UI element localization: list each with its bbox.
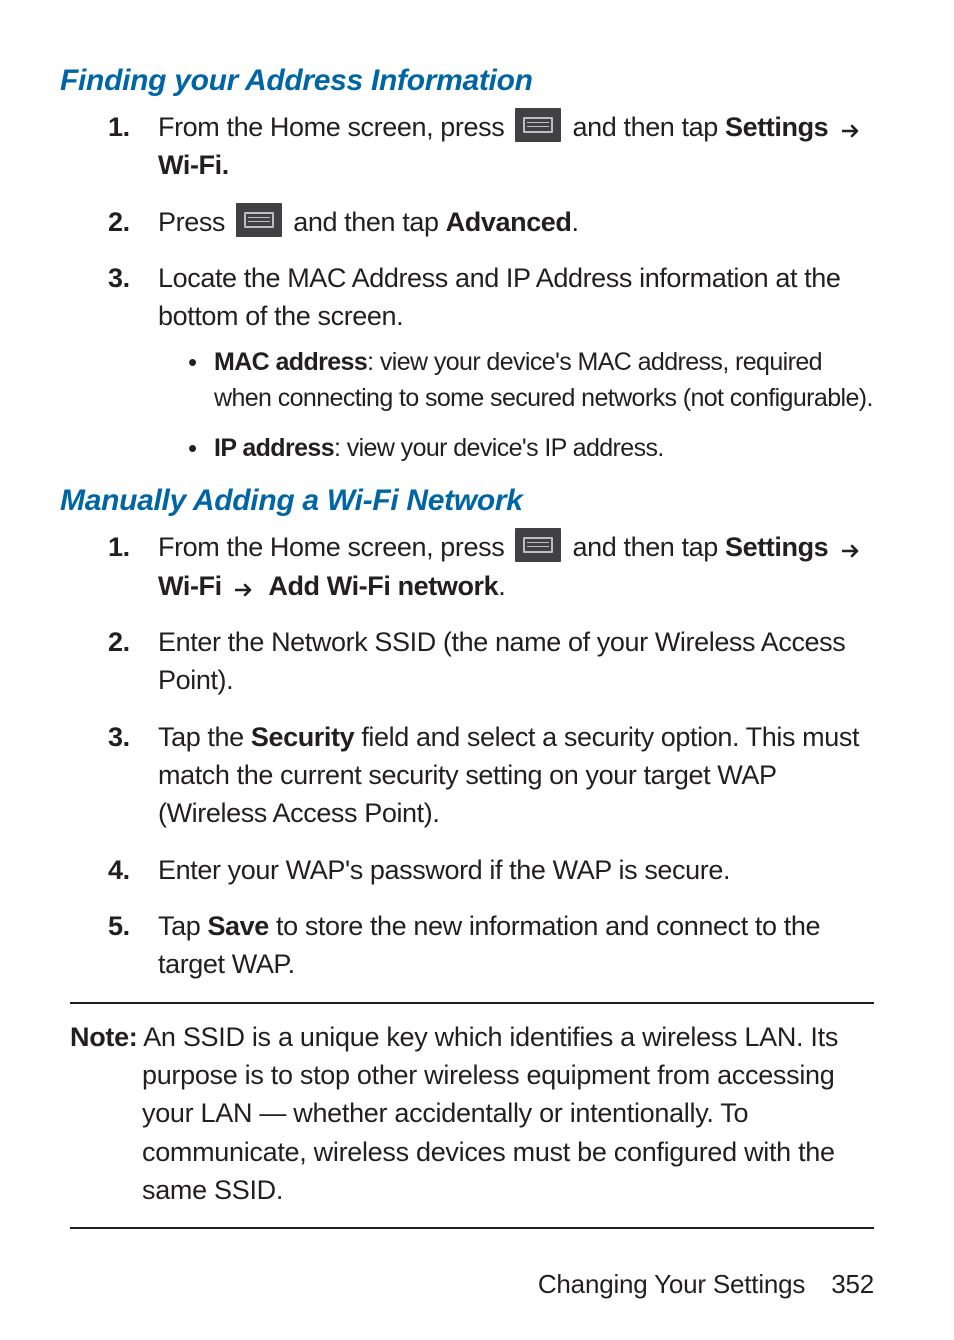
menu-icon — [515, 528, 561, 562]
step-text: From the Home screen, press and then tap… — [158, 532, 868, 600]
step-number: 1. — [108, 528, 130, 566]
step-3: 3. Tap the Security field and select a s… — [108, 718, 884, 833]
text-fragment: From the Home screen, press — [158, 112, 511, 142]
bullet-mac-address: MAC address: view your device's MAC addr… — [188, 344, 884, 417]
note-label: Note: — [70, 1022, 138, 1052]
step-1: 1. From the Home screen, press and then … — [108, 528, 884, 605]
steps-finding-address: 1. From the Home screen, press and then … — [60, 108, 884, 466]
text-fragment: Tap — [158, 911, 207, 941]
step-text: Press and then tap Advanced. — [158, 207, 579, 237]
bullet-label: MAC address — [214, 348, 367, 376]
text-fragment: . — [498, 571, 505, 601]
step-text: From the Home screen, press and then tap… — [158, 112, 868, 180]
advanced-label: Advanced — [446, 207, 572, 237]
step-4: 4. Enter your WAP's password if the WAP … — [108, 851, 884, 889]
step-2: 2. Enter the Network SSID (the name of y… — [108, 623, 884, 700]
note-body: An SSID is a unique key which identifies… — [138, 1022, 839, 1205]
note-block: Note: An SSID is a unique key which iden… — [70, 1002, 874, 1230]
text-fragment: From the Home screen, press — [158, 532, 511, 562]
menu-icon — [515, 108, 561, 142]
bullet-ip-address: IP address: view your device's IP addres… — [188, 430, 884, 466]
step-number: 5. — [108, 907, 130, 945]
page-footer: Changing Your Settings352 — [60, 1269, 884, 1300]
wifi-label: Wi-Fi — [158, 571, 222, 601]
step-3: 3. Locate the MAC Address and IP Address… — [108, 259, 884, 466]
settings-label: Settings — [725, 112, 828, 142]
menu-icon — [236, 203, 282, 237]
step-text: Enter the Network SSID (the name of your… — [158, 627, 845, 695]
arrow-icon — [835, 528, 867, 566]
note-text: Note: An SSID is a unique key which iden… — [70, 1018, 874, 1210]
arrow-icon — [835, 108, 867, 146]
text-fragment: Tap the — [158, 722, 251, 752]
step-number: 4. — [108, 851, 130, 889]
sub-bullets: MAC address: view your device's MAC addr… — [158, 344, 884, 467]
text-fragment: Press — [158, 207, 232, 237]
step-number: 2. — [108, 203, 130, 241]
steps-manually-adding-wifi: 1. From the Home screen, press and then … — [60, 528, 884, 983]
text-fragment: and then tap — [286, 207, 446, 237]
step-5: 5. Tap Save to store the new information… — [108, 907, 884, 984]
section-heading-finding-address: Finding your Address Information — [60, 64, 884, 98]
text-fragment: and then tap — [565, 532, 725, 562]
step-number: 3. — [108, 259, 130, 297]
section-heading-manually-adding-wifi: Manually Adding a Wi-Fi Network — [60, 484, 884, 518]
step-number: 1. — [108, 108, 130, 146]
step-1: 1. From the Home screen, press and then … — [108, 108, 884, 185]
settings-label: Settings — [725, 532, 828, 562]
save-label: Save — [207, 911, 268, 941]
bullet-text: : view your device's IP address. — [334, 434, 664, 462]
step-text: Tap the Security field and select a secu… — [158, 722, 859, 829]
step-2: 2. Press and then tap Advanced. — [108, 203, 884, 241]
step-text: Enter your WAP's password if the WAP is … — [158, 855, 730, 885]
wifi-label: Wi-Fi. — [158, 150, 229, 180]
arrow-icon — [229, 567, 261, 605]
step-number: 2. — [108, 623, 130, 661]
text-fragment: and then tap — [565, 112, 725, 142]
security-label: Security — [251, 722, 354, 752]
step-text: Tap Save to store the new information an… — [158, 911, 820, 979]
manual-page: Finding your Address Information 1. From… — [0, 0, 954, 1340]
text-fragment: . — [572, 207, 579, 237]
step-number: 3. — [108, 718, 130, 756]
step-text: Locate the MAC Address and IP Address in… — [158, 263, 841, 331]
bullet-label: IP address — [214, 434, 334, 462]
add-network-label: Add Wi-Fi network — [268, 571, 498, 601]
